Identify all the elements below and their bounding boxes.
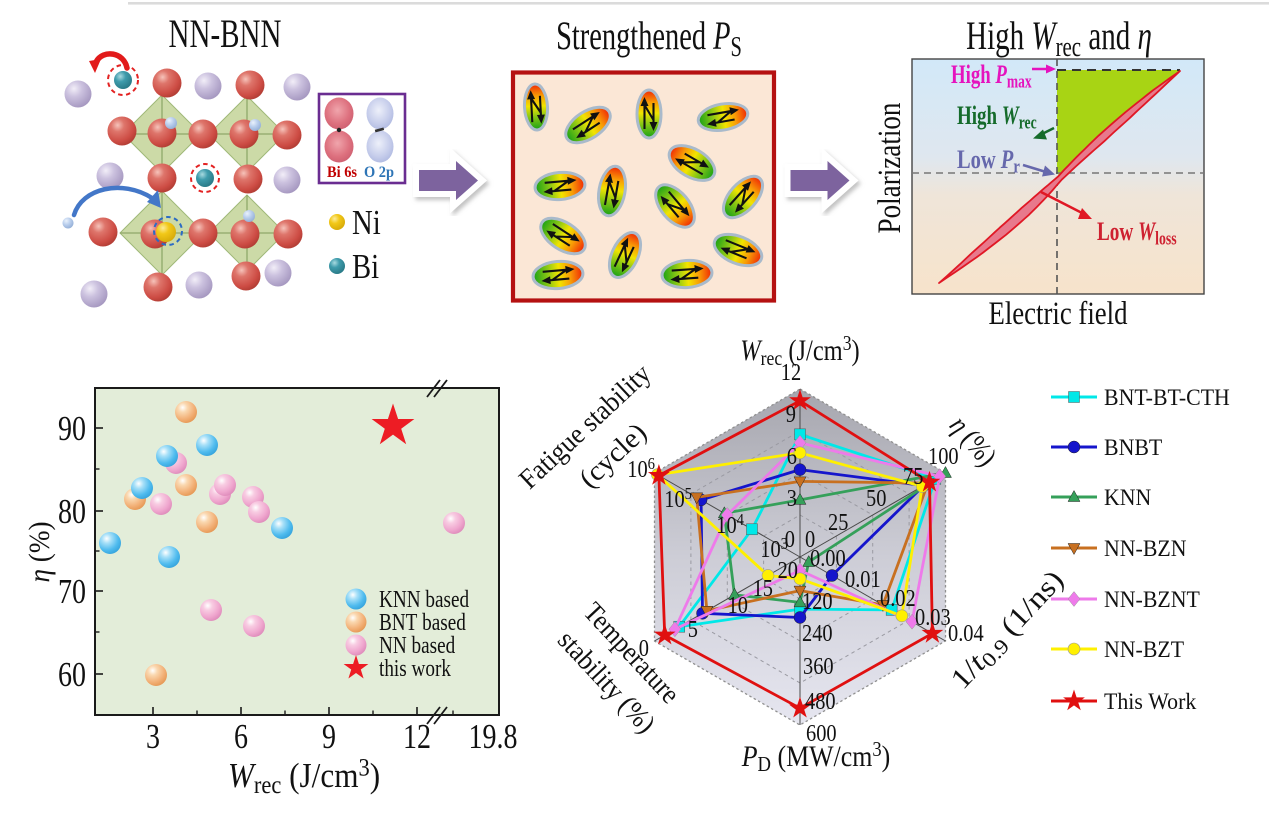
svg-text:360: 360: [803, 652, 834, 679]
svg-text:This Work: This Work: [1104, 688, 1197, 714]
svg-text:25: 25: [828, 508, 848, 535]
svg-text:10: 10: [728, 591, 748, 618]
svg-text:NN-BZNT: NN-BZNT: [1104, 586, 1200, 612]
svg-text:15: 15: [753, 574, 773, 601]
svg-text:106: 106: [627, 455, 655, 482]
svg-text:600: 600: [806, 719, 837, 746]
svg-text:Ni: Ni: [352, 202, 381, 241]
svg-text:Bi 6s: Bi 6s: [327, 163, 357, 181]
svg-text:0: 0: [785, 525, 795, 552]
svg-text:Wrec (J/cm3): Wrec (J/cm3): [740, 331, 859, 370]
svg-text:0: 0: [639, 634, 649, 661]
svg-text:0.02: 0.02: [880, 584, 916, 611]
svg-text:Bi: Bi: [352, 246, 379, 285]
svg-text:80: 80: [58, 492, 86, 531]
svg-text:480: 480: [805, 687, 836, 714]
svg-text:High Pmax: High Pmax: [951, 60, 1032, 92]
svg-text:50: 50: [866, 484, 886, 511]
svg-text:103: 103: [760, 535, 788, 562]
svg-text:NN based: NN based: [379, 632, 455, 659]
svg-text:12: 12: [403, 717, 431, 756]
svg-text:BNT-BT-CTH: BNT-BT-CTH: [1104, 384, 1230, 410]
svg-text:η (%): η (%): [23, 522, 57, 583]
svg-text:70: 70: [58, 572, 86, 611]
svg-text:NN-BZT: NN-BZT: [1104, 636, 1184, 662]
svg-text:Low Wloss: Low Wloss: [1097, 217, 1177, 249]
svg-text:240: 240: [802, 619, 833, 646]
svg-text:6: 6: [234, 717, 248, 756]
svg-text:12: 12: [781, 358, 801, 385]
svg-text:20: 20: [778, 556, 798, 583]
svg-text:BNBT: BNBT: [1104, 434, 1163, 460]
svg-text:0.04: 0.04: [948, 619, 984, 646]
svg-text:104: 104: [716, 511, 744, 538]
svg-text:PD (MW/cm3): PD (MW/cm3): [741, 738, 891, 777]
svg-text:19.8: 19.8: [469, 717, 518, 756]
svg-text:KNN based: KNN based: [379, 586, 469, 613]
svg-text:High Wrec and η: High Wrec and η: [966, 14, 1152, 63]
svg-text:Wrec (J/cm3): Wrec (J/cm3): [228, 754, 380, 799]
svg-text:Strengthened PS: Strengthened PS: [556, 13, 742, 62]
svg-text:Low Pr: Low Pr: [957, 146, 1020, 177]
svg-text:5: 5: [688, 615, 698, 642]
svg-text:0.00: 0.00: [810, 544, 846, 571]
svg-text:this work: this work: [379, 655, 451, 682]
svg-text:120: 120: [802, 587, 833, 614]
svg-text:9: 9: [322, 717, 336, 756]
svg-text:3: 3: [146, 717, 160, 756]
svg-text:Electric field: Electric field: [988, 294, 1127, 331]
svg-text:0.01: 0.01: [845, 565, 881, 592]
svg-text:High Wrec: High Wrec: [957, 101, 1037, 133]
svg-text:BNT based: BNT based: [379, 609, 466, 636]
svg-text:O 2p: O 2p: [364, 163, 394, 181]
svg-text:KNN: KNN: [1104, 484, 1151, 510]
svg-text:90: 90: [58, 409, 86, 448]
svg-text:3: 3: [787, 484, 797, 511]
svg-text:0.03: 0.03: [915, 603, 951, 630]
svg-text:60: 60: [58, 655, 86, 694]
svg-text:NN-BZN: NN-BZN: [1104, 535, 1187, 561]
svg-text:6: 6: [787, 442, 797, 469]
svg-text:0: 0: [805, 525, 815, 552]
svg-text:NN-BNN: NN-BNN: [169, 12, 282, 57]
svg-text:100: 100: [928, 442, 959, 469]
svg-text:105: 105: [664, 485, 692, 512]
svg-text:9: 9: [786, 400, 796, 427]
svg-text:Polarization: Polarization: [870, 103, 907, 234]
svg-text:75: 75: [903, 462, 923, 489]
